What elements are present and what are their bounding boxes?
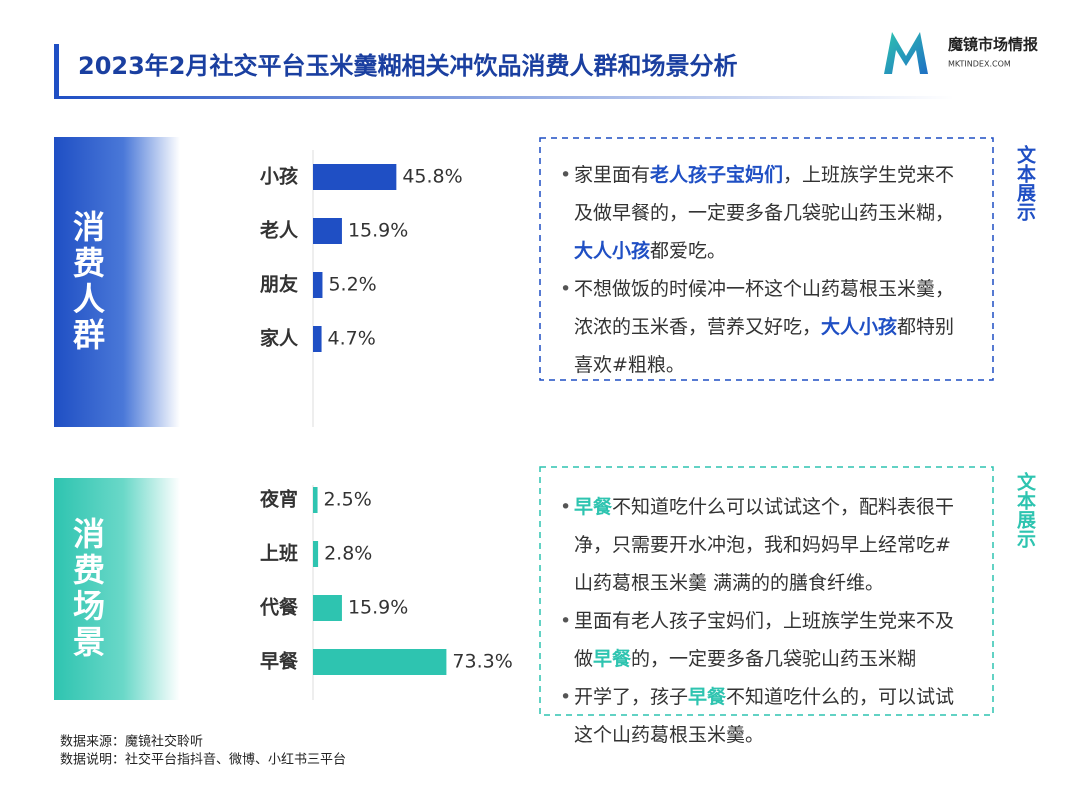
quote-bullet: 里面有老人孩子宝妈们，上班族学生党来不及做早餐的，一定要多备几袋驼山药玉米糊 — [560, 602, 965, 678]
quote-highlight: 早餐 — [574, 496, 613, 518]
quote-highlight: 早餐 — [593, 648, 632, 670]
quote-text: 开学了，孩子 — [574, 686, 689, 708]
bar — [313, 326, 322, 352]
quote-text: 家里面有 — [574, 164, 651, 186]
quote-text: 都爱吃。 — [650, 240, 727, 262]
section-panel — [54, 137, 180, 427]
section-title: 消费场景 — [68, 517, 106, 661]
title-accent — [54, 44, 59, 99]
category-label: 夜宵 — [259, 488, 298, 511]
quote-text: 的，一定要多备几袋驼山药玉米糊 — [631, 648, 917, 670]
value-label: 5.2% — [328, 274, 376, 296]
quote-bullet: 家里面有老人孩子宝妈们，上班族学生党来不及做早餐的，一定要多备几袋驼山药玉米糊，… — [560, 156, 965, 270]
quote-bullet: 早餐不知道吃什么可以试试这个，配料表很干净，只需要开水冲泡，我和妈妈早上经常吃#… — [560, 488, 965, 602]
bar — [313, 487, 318, 513]
bar — [313, 218, 342, 244]
text-panel-label: 文本展示 — [1014, 472, 1036, 548]
bar — [313, 272, 323, 298]
bar — [313, 164, 397, 190]
quote-highlight: 大人小孩 — [821, 316, 898, 338]
category-label: 代餐 — [259, 596, 299, 619]
value-label: 2.5% — [324, 489, 372, 511]
quote-text: 不想做饭的时候冲一杯这个山药葛根玉米羹，浓浓的玉米香，营养又好吃， — [574, 278, 955, 338]
category-label: 小孩 — [260, 165, 298, 188]
value-label: 4.7% — [328, 328, 376, 350]
category-label: 早餐 — [260, 650, 299, 673]
logo-icon — [884, 32, 928, 74]
quote-text: 都特别喜欢#粗粮。 — [574, 316, 955, 376]
header-rule — [54, 96, 954, 99]
logo-url: MKTINDEX.COM — [948, 60, 1011, 69]
bar — [313, 541, 319, 567]
value-label: 15.9% — [348, 220, 408, 242]
quote-text: 不知道吃什么的，可以试试这个山药葛根玉米羹。 — [574, 686, 955, 746]
text-panel-body: 早餐不知道吃什么可以试试这个，配料表很干净，只需要开水冲泡，我和妈妈早上经常吃#… — [560, 488, 965, 754]
quote-text: 里面有老人孩子宝妈们，上班族学生党来不及做 — [574, 610, 955, 670]
quote-highlight: 大人小孩 — [574, 240, 651, 262]
quote-text: ，上班族学生党来不及做早餐的，一定要多备几袋驼山药玉米糊， — [574, 164, 955, 224]
quote-bullet: 开学了，孩子早餐不知道吃什么的，可以试试这个山药葛根玉米羹。 — [560, 678, 965, 754]
category-label: 老人 — [260, 219, 299, 242]
text-panel-label: 文本展示 — [1014, 145, 1036, 221]
value-label: 15.9% — [348, 597, 408, 619]
quote-text: 不知道吃什么可以试试这个，配料表很干净，只需要开水冲泡，我和妈妈早上经常吃#山药… — [574, 496, 955, 594]
logo-name: 魔镜市场情报 — [948, 36, 1038, 54]
category-label: 朋友 — [260, 273, 298, 296]
footer-source: 数据来源：魔镜社交聆听 — [60, 734, 203, 750]
footer-note: 数据说明：社交平台指抖音、微博、小红书三平台 — [60, 752, 346, 768]
value-label: 73.3% — [452, 651, 512, 673]
text-panel-box — [539, 137, 994, 381]
value-label: 45.8% — [402, 166, 462, 188]
page-title: 2023年2月社交平台玉米羹糊相关冲饮品消费人群和场景分析 — [78, 52, 738, 80]
value-label: 2.8% — [324, 543, 372, 565]
category-label: 上班 — [260, 542, 298, 565]
section-title: 消费人群 — [68, 210, 106, 354]
quote-highlight: 老人孩子宝妈们 — [650, 164, 784, 186]
quote-bullet: 不想做饭的时候冲一杯这个山药葛根玉米羹，浓浓的玉米香，营养又好吃，大人小孩都特别… — [560, 270, 965, 384]
category-label: 家人 — [260, 327, 299, 350]
bar — [313, 649, 447, 675]
text-panel-body: 家里面有老人孩子宝妈们，上班族学生党来不及做早餐的，一定要多备几袋驼山药玉米糊，… — [560, 156, 965, 384]
quote-highlight: 早餐 — [688, 686, 727, 708]
section-panel — [54, 478, 180, 700]
bar — [313, 595, 342, 621]
